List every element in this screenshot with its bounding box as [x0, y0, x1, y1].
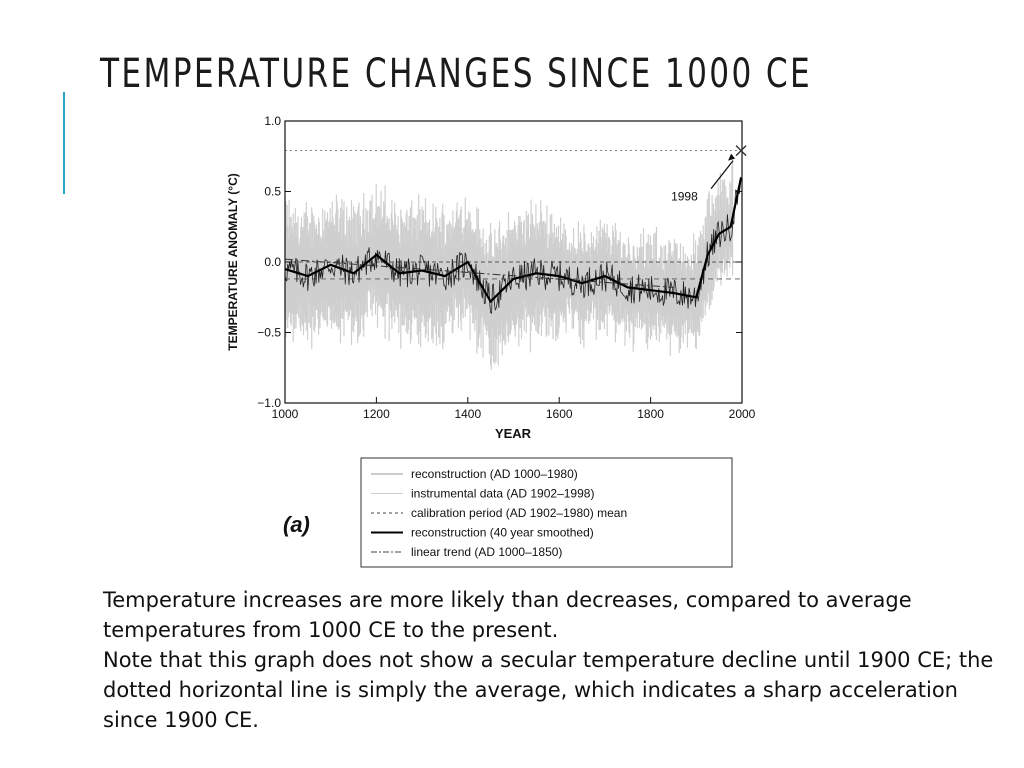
caption-line-2: Note that this graph does not show a sec… — [103, 648, 994, 732]
slide-title: TEMPERATURE CHANGES SINCE 1000 CE — [100, 51, 813, 97]
annotation-arrowhead — [728, 153, 736, 161]
x-tick-label: 1000 — [272, 407, 299, 421]
x-tick-label: 1400 — [454, 407, 481, 421]
legend-entry: calibration period (AD 1902–1980) mean — [411, 506, 627, 520]
legend: reconstruction (AD 1000–1980) instrumenta… — [360, 457, 733, 568]
x-axis-label: YEAR — [495, 426, 532, 441]
y-tick-label: 0.5 — [264, 185, 281, 199]
x-tick-label: 2000 — [729, 407, 756, 421]
y-tick-label: 0.0 — [264, 255, 281, 269]
legend-entry: reconstruction (40 year smoothed) — [411, 526, 594, 540]
x-tick-label: 1200 — [363, 407, 390, 421]
legend-entry: reconstruction (AD 1000–1980) — [411, 467, 578, 481]
annotation-marker-x — [735, 145, 747, 157]
y-tick-label: 1.0 — [264, 114, 281, 128]
linear-trend-line — [284, 258, 674, 288]
panel-label: (a) — [283, 512, 310, 537]
legend-entry: linear trend (AD 1000–1850) — [411, 545, 562, 559]
caption: Temperature increases are more likely th… — [103, 585, 1003, 735]
annotation-layer: 1998 — [671, 145, 747, 204]
reconstruction-smoothed-line — [284, 177, 743, 304]
legend-entry: instrumental data (AD 1902–1998) — [411, 487, 594, 501]
x-tick-label: 1800 — [637, 407, 664, 421]
legend-box — [360, 457, 733, 568]
annotation-label-1998: 1998 — [671, 190, 698, 204]
annotation-arrow — [710, 160, 734, 190]
accent-bar — [63, 92, 65, 194]
y-tick-label: −0.5 — [257, 326, 281, 340]
y-tick-label: −1.0 — [257, 396, 281, 410]
x-tick-label: 1600 — [546, 407, 573, 421]
y-axis-label: TEMPERATURE ANOMALY (°C) — [226, 173, 240, 350]
lines-layer — [284, 150, 743, 314]
caption-line-1: Temperature increases are more likely th… — [103, 588, 912, 642]
